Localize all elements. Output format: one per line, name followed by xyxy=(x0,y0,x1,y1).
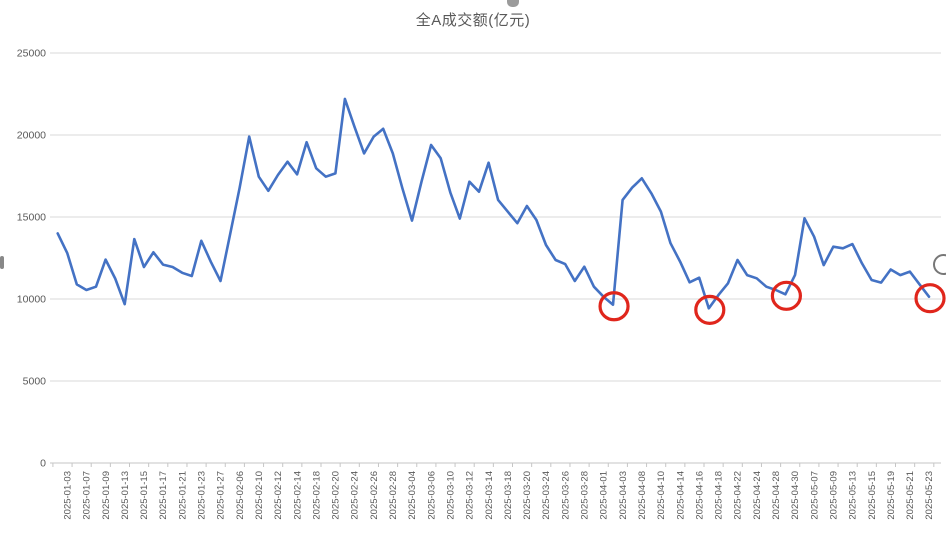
x-axis-label: 2025-03-20 xyxy=(522,471,533,520)
x-axis-label: 2025-04-16 xyxy=(694,471,705,520)
x-axis-label: 2025-03-24 xyxy=(541,471,552,520)
y-axis-label: 5000 xyxy=(23,376,47,388)
x-axis-label: 2025-05-13 xyxy=(848,471,859,520)
annotation-circle xyxy=(770,280,803,311)
x-axis-label: 2025-01-03 xyxy=(62,471,73,520)
x-axis-label: 2025-05-19 xyxy=(886,471,897,520)
x-axis-label: 2025-05-07 xyxy=(809,471,820,520)
x-axis-label: 2025-03-14 xyxy=(484,471,495,520)
x-axis-label: 2025-03-04 xyxy=(407,471,418,520)
x-axis-label: 2025-03-26 xyxy=(560,471,571,520)
clipped-edge-artifact-left xyxy=(0,256,4,269)
x-axis-label: 2025-01-21 xyxy=(177,471,188,520)
x-axis-label: 2025-05-21 xyxy=(905,471,916,520)
x-axis-label: 2025-03-06 xyxy=(426,471,437,520)
x-axis-label: 2025-02-10 xyxy=(254,471,265,520)
x-axis-label: 2025-01-27 xyxy=(216,471,227,520)
annotation-circle xyxy=(598,291,630,322)
x-axis-label: 2025-02-24 xyxy=(350,471,361,520)
annotation-circle xyxy=(914,283,946,314)
y-axis-label: 10000 xyxy=(17,294,46,306)
y-axis-label: 20000 xyxy=(17,130,46,142)
y-axis-label: 25000 xyxy=(17,48,46,60)
volume-series-line xyxy=(56,97,931,310)
y-axis-label: 0 xyxy=(40,458,46,470)
x-axis-label: 2025-04-18 xyxy=(714,471,725,520)
x-axis-label: 2025-04-22 xyxy=(733,471,744,520)
x-axis-label: 2025-02-18 xyxy=(311,471,322,520)
y-axis-label: 15000 xyxy=(17,212,46,224)
annotation-circle xyxy=(694,294,726,325)
x-axis-label: 2025-01-23 xyxy=(197,471,208,520)
x-axis-label: 2025-02-14 xyxy=(292,471,303,520)
x-axis-label: 2025-04-24 xyxy=(752,471,763,520)
clipped-edge-artifact-top xyxy=(507,0,519,7)
x-axis-label: 2025-03-12 xyxy=(465,471,476,520)
x-axis-label: 2025-01-17 xyxy=(158,471,169,520)
x-axis-label: 2025-02-12 xyxy=(273,471,284,520)
x-axis-label: 2025-05-09 xyxy=(828,471,839,520)
clipped-edge-artifact-right xyxy=(933,254,946,275)
x-axis-label: 2025-04-03 xyxy=(618,471,629,520)
x-axis-label: 2025-02-26 xyxy=(369,471,380,520)
x-axis-label: 2025-03-10 xyxy=(445,471,456,520)
chart-title: 全A成交额(亿元) xyxy=(415,12,531,29)
x-axis-label: 2025-01-13 xyxy=(120,471,131,520)
x-axis-label: 2025-04-01 xyxy=(599,471,610,520)
x-axis-label: 2025-02-20 xyxy=(331,471,342,520)
x-axis-label: 2025-04-30 xyxy=(790,471,801,520)
x-axis-label: 2025-04-14 xyxy=(675,471,686,520)
x-axis-label: 2025-05-23 xyxy=(924,471,935,520)
x-axis-label: 2025-04-28 xyxy=(771,471,782,520)
x-axis-label: 2025-03-18 xyxy=(503,471,514,520)
x-axis-label: 2025-02-28 xyxy=(388,471,399,520)
x-axis-label: 2025-05-15 xyxy=(867,471,878,520)
x-axis-label: 2025-01-09 xyxy=(101,471,112,520)
x-axis-label: 2025-04-08 xyxy=(637,471,648,520)
x-axis-label: 2025-02-06 xyxy=(235,471,246,520)
x-axis-label: 2025-01-07 xyxy=(82,471,93,520)
x-axis-label: 2025-03-28 xyxy=(580,471,591,520)
x-axis-label: 2025-01-15 xyxy=(139,471,150,520)
x-axis-label: 2025-04-10 xyxy=(656,471,667,520)
